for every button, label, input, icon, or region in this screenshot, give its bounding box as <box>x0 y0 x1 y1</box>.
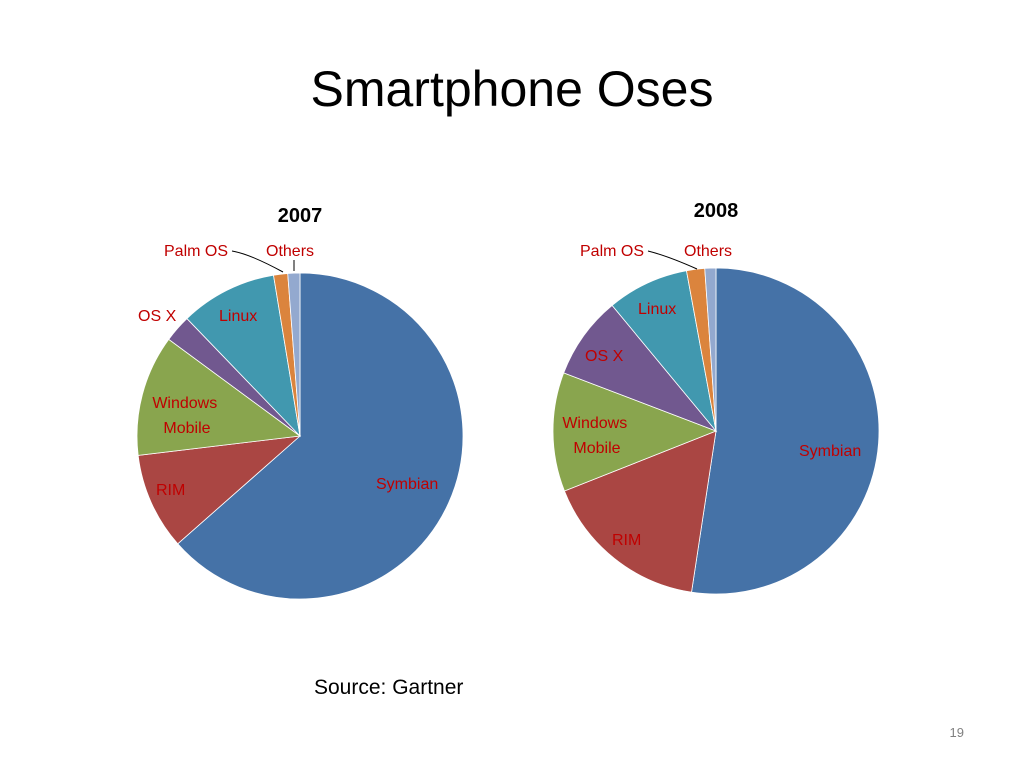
pie-slice-rim-2008 <box>563 430 717 593</box>
pie-chart-2008: 2008 Symbian RIM Windows Mobile OS X Lin… <box>552 200 880 595</box>
leader-line-palm-os-2007 <box>231 250 284 273</box>
page-number: 19 <box>949 725 964 740</box>
pie-slice-rim-2007 <box>137 435 302 545</box>
slide-title: Smartphone Oses <box>310 61 714 117</box>
slice-label-rim-2008: RIM <box>612 532 641 549</box>
slice-label-windows-mobile-2008: Windows Mobile <box>562 415 631 457</box>
slice-label-os-x-2007: OS X <box>138 308 177 325</box>
slice-label-windows-mobile-2007-line2: Mobile <box>163 420 210 437</box>
pie-slice-linux-2007 <box>186 274 301 438</box>
pie-slice-symbian-2007 <box>177 272 464 600</box>
slice-label-windows-mobile-2008-line1: Windows <box>562 415 627 432</box>
slice-label-linux-2007: Linux <box>219 308 257 325</box>
slice-label-symbian-2007: Symbian <box>376 476 438 493</box>
chart-title-2008: 2008 <box>694 200 739 222</box>
leader-line-palm-os-2008 <box>647 250 698 270</box>
pie-slice-others-2007 <box>287 272 301 437</box>
pie-chart-2007: 2007 Symbian RIM Windows Mobile OS X Lin… <box>136 205 464 600</box>
chart-title-2007: 2007 <box>278 205 323 227</box>
slice-label-symbian-2008: Symbian <box>799 443 861 460</box>
pie-slices-2008 <box>552 267 880 595</box>
slice-label-palm-os-2007: Palm OS <box>164 243 228 260</box>
pie-slice-windows-mobile-2008 <box>552 372 718 492</box>
slice-label-os-x-2008: OS X <box>585 348 624 365</box>
slice-label-rim-2007: RIM <box>156 482 185 499</box>
slice-label-palm-os-2008: Palm OS <box>580 243 644 260</box>
pie-slice-windows-mobile-2007 <box>136 338 302 456</box>
slice-label-others-2007: Others <box>266 243 314 260</box>
slice-label-windows-mobile-2008-line2: Mobile <box>573 440 620 457</box>
slice-label-windows-mobile-2007-line1: Windows <box>152 395 217 412</box>
pie-slice-symbian-2008 <box>691 267 880 595</box>
source-note: Source: Gartner <box>314 676 464 699</box>
slice-label-windows-mobile-2007: Windows Mobile <box>152 395 221 437</box>
slice-label-others-2008: Others <box>684 243 732 260</box>
slice-label-linux-2008: Linux <box>638 301 676 318</box>
pie-slice-others-2008 <box>704 267 717 432</box>
pie-slices-2007 <box>136 272 464 600</box>
